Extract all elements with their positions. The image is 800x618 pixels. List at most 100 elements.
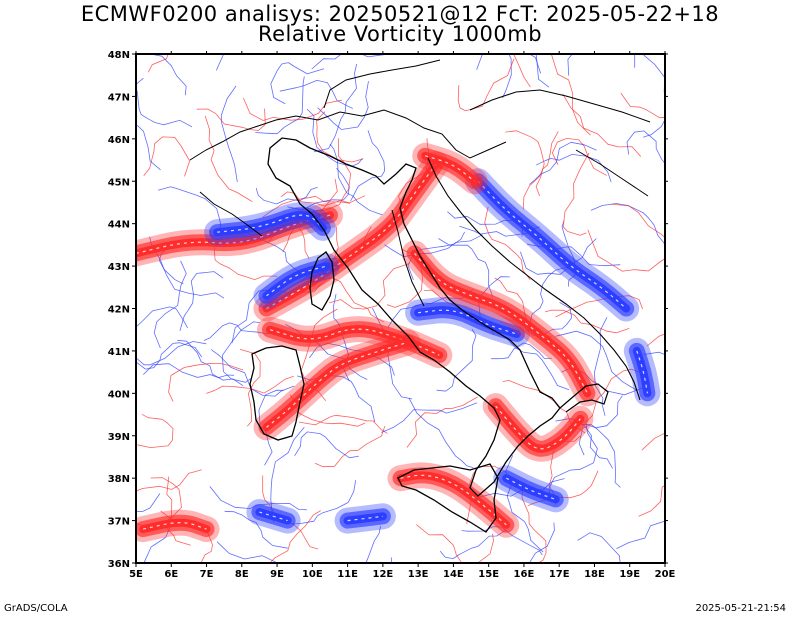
contour-line-negative xyxy=(438,238,494,297)
contour-line-positive xyxy=(329,263,410,310)
vorticity-band-positive xyxy=(136,202,343,267)
contour-line-negative xyxy=(143,363,235,379)
contour-line-negative xyxy=(527,266,569,332)
contour-line-negative xyxy=(407,231,465,280)
x-tick-label: 6E xyxy=(164,569,178,580)
vorticity-band-negative xyxy=(405,297,530,347)
contour-line-positive xyxy=(513,54,531,88)
x-tick-label: 11E xyxy=(337,569,358,580)
contour-line-negative xyxy=(384,234,483,258)
vorticity-band-negative xyxy=(465,168,640,322)
contour-line-negative xyxy=(136,341,207,366)
contour-line-positive xyxy=(484,206,531,281)
contour-line-negative xyxy=(548,423,598,501)
contour-line-negative xyxy=(536,153,612,183)
x-tick-label: 20E xyxy=(655,569,676,580)
contour-line-negative xyxy=(329,143,383,216)
contour-line-negative xyxy=(221,321,260,383)
vorticity-band-positive xyxy=(482,393,594,462)
vorticity-band-negative xyxy=(623,337,661,407)
y-tick-label: 41N xyxy=(108,347,130,358)
contour-line-positive xyxy=(527,470,599,507)
contour-line-negative xyxy=(528,522,555,563)
x-tick-label: 12E xyxy=(372,569,393,580)
y-tick-label: 45N xyxy=(108,177,130,188)
contour-line-negative xyxy=(149,54,187,96)
y-tick-label: 47N xyxy=(108,92,130,103)
contour-line-positive xyxy=(587,229,665,272)
contour-line-positive xyxy=(416,524,463,563)
contour-line-negative xyxy=(502,54,512,99)
contour-line-negative xyxy=(136,342,203,370)
contour-line-positive xyxy=(316,111,364,163)
x-tick-label: 17E xyxy=(549,569,570,580)
y-tick-label: 36N xyxy=(108,559,130,570)
map-title-line2: Relative Vorticity 1000mb xyxy=(257,22,543,46)
contour-line-negative xyxy=(203,322,276,341)
x-tick-label: 15E xyxy=(478,569,499,580)
y-tick-label: 42N xyxy=(108,305,130,316)
contour-line-negative xyxy=(643,351,665,355)
coastlines xyxy=(189,59,651,533)
contour-line-positive xyxy=(550,54,591,136)
vorticity-band-positive xyxy=(387,462,520,538)
contour-line-negative xyxy=(294,431,359,459)
contour-line-negative xyxy=(590,203,665,245)
contour-line-negative xyxy=(136,77,161,171)
x-tick-label: 19E xyxy=(619,569,640,580)
contour-line-positive xyxy=(136,469,202,492)
x-axis: 5E 6E 7E 8E 9E 10E 11E 12E 13E 14E 15E 16E 17E 18E 19E… xyxy=(129,51,676,580)
italy-peninsula-coastline xyxy=(267,137,561,497)
y-tick-label: 38N xyxy=(108,474,130,485)
contour-line-negative xyxy=(567,54,636,76)
contour-line-negative xyxy=(311,54,389,70)
contour-line-negative xyxy=(224,510,288,549)
contour-line-negative xyxy=(439,529,506,560)
contour-line-negative xyxy=(255,76,305,135)
sicily-coastline xyxy=(397,463,499,533)
contour-line-negative xyxy=(306,108,363,167)
contour-field xyxy=(136,54,665,563)
vorticity-band-negative xyxy=(334,503,396,534)
contour-line-negative xyxy=(616,520,665,549)
sardinia-coastline xyxy=(249,345,305,441)
y-tick-label: 40N xyxy=(108,389,130,400)
x-tick-label: 13E xyxy=(408,569,429,580)
contour-line-negative xyxy=(179,271,224,332)
vorticity-band-positive xyxy=(136,509,220,543)
x-tick-label: 8E xyxy=(235,569,249,580)
contour-line-positive xyxy=(562,152,590,236)
contour-line-negative xyxy=(520,238,597,275)
y-tick-label: 43N xyxy=(108,262,130,273)
contour-line-negative xyxy=(287,167,350,211)
contour-line-positive xyxy=(406,396,478,448)
contour-line-negative xyxy=(381,402,478,433)
contour-line-positive xyxy=(280,191,366,207)
alps-borders xyxy=(189,59,651,307)
contour-line-positive xyxy=(143,136,191,177)
y-tick-label: 46N xyxy=(108,135,130,146)
contour-line-positive xyxy=(570,368,647,426)
vorticity-band-positive xyxy=(257,316,453,369)
contour-line-positive xyxy=(298,414,388,434)
contour-line-negative xyxy=(642,54,665,138)
heel-coastline xyxy=(559,383,609,413)
contour-line-negative xyxy=(216,541,278,563)
contour-line-negative xyxy=(365,525,382,563)
contour-line-negative xyxy=(270,62,325,105)
vorticity-band-negative xyxy=(253,253,340,309)
contour-line-positive xyxy=(137,413,174,449)
contour-line-negative xyxy=(626,130,665,164)
x-tick-label: 10E xyxy=(302,569,323,580)
contour-line-negative xyxy=(309,342,395,376)
contour-line-negative xyxy=(496,330,570,391)
contour-line-positive xyxy=(314,426,386,468)
y-axis: 36N 37N 38N 39N 40N 41N 42N 43N 44N 45N 46N 47N 48N xyxy=(108,50,668,570)
contour-line-positive xyxy=(611,203,665,239)
contour-line-positive xyxy=(466,465,506,525)
contour-line-positive xyxy=(168,363,244,402)
contour-line-positive xyxy=(505,130,545,197)
x-tick-label: 9E xyxy=(270,569,284,580)
vorticity-band-negative xyxy=(493,465,569,513)
